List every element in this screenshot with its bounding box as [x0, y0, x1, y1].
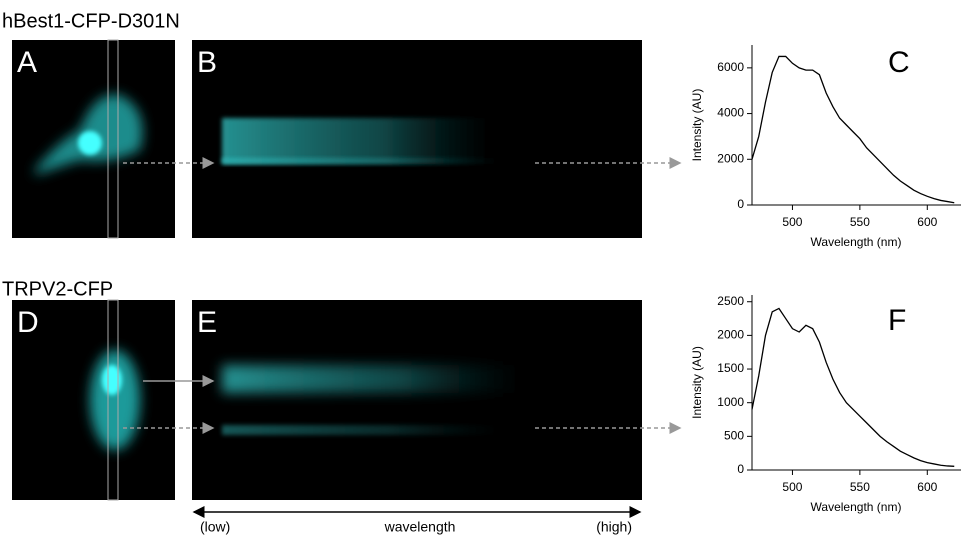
spectrum-line — [751, 307, 955, 467]
x-tick-label: 600 — [917, 215, 937, 229]
y-tick-label: 1500 — [717, 361, 744, 375]
image-e — [192, 300, 642, 500]
y-tick-label: 4000 — [717, 106, 744, 120]
panel-label: C — [888, 46, 910, 79]
caption: (high) — [596, 519, 632, 535]
title: hBest1-CFP-D301N — [2, 10, 180, 32]
y-axis-label: Intensity (AU) — [690, 346, 704, 419]
x-axis-label: Wavelength (nm) — [811, 235, 902, 249]
image-d — [12, 299, 175, 501]
caption: (low) — [200, 519, 230, 535]
y-tick-label: 0 — [737, 462, 744, 476]
x-tick-label: 500 — [782, 215, 802, 229]
x-tick-label: 600 — [917, 480, 937, 494]
panel-label: B — [197, 46, 217, 79]
y-tick-label: 6000 — [717, 60, 744, 74]
x-tick-label: 550 — [850, 480, 870, 494]
y-tick-label: 0 — [737, 197, 744, 211]
spectrum-line — [751, 55, 955, 204]
y-tick-label: 2000 — [717, 151, 744, 165]
y-tick-label: 500 — [724, 429, 744, 443]
arrows — [123, 157, 682, 434]
x-tick-label: 500 — [782, 480, 802, 494]
y-axis-label: Intensity (AU) — [690, 89, 704, 162]
panel-label: F — [888, 304, 906, 337]
x-tick-label: 550 — [850, 215, 870, 229]
image-a — [12, 39, 175, 239]
y-tick-label: 2500 — [717, 294, 744, 308]
x-axis-label: Wavelength (nm) — [811, 500, 902, 514]
image-b — [192, 40, 642, 238]
panel-label: A — [17, 46, 37, 79]
panel-label: D — [17, 306, 39, 339]
y-tick-label: 1000 — [717, 395, 744, 409]
panel-label: E — [197, 306, 217, 339]
title: TRPV2-CFP — [2, 278, 113, 300]
y-tick-label: 2000 — [717, 328, 744, 342]
caption: wavelength — [384, 519, 456, 535]
